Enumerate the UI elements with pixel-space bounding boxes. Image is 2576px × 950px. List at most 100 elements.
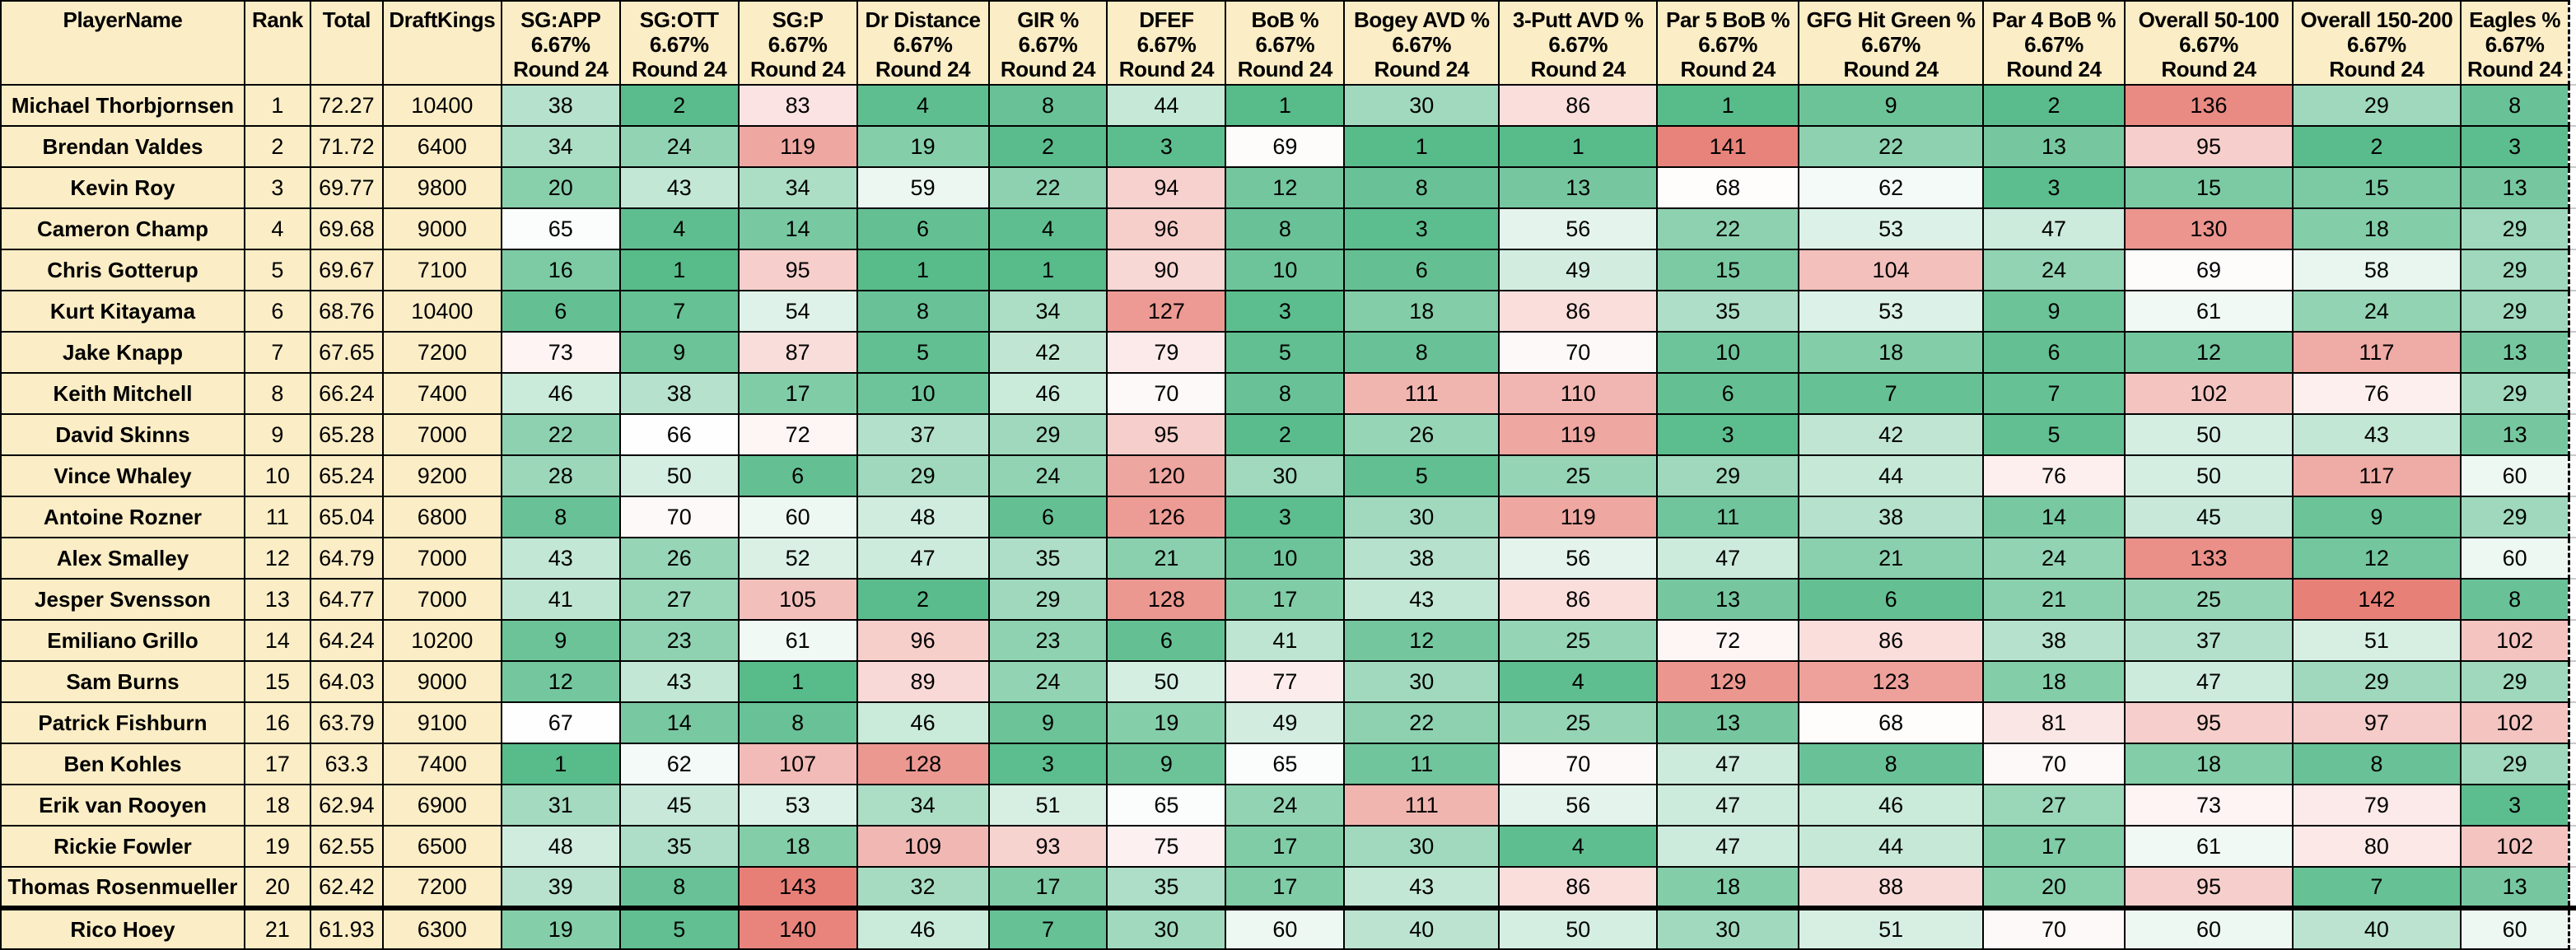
cell-dr_distance[interactable]: 1: [856, 249, 990, 291]
cell-draftkings[interactable]: 10200: [381, 619, 502, 662]
cell-par5_bob[interactable]: 3: [1656, 413, 1800, 456]
cell-playername[interactable]: David Skinns: [0, 413, 245, 456]
cell-sg_ott[interactable]: 4: [618, 207, 740, 250]
cell-dr_distance[interactable]: 2: [856, 578, 990, 621]
cell-gfg_hit_green[interactable]: 6: [1798, 578, 1985, 621]
cell-gir_pct[interactable]: 29: [987, 413, 1108, 456]
cell-putt3_avd[interactable]: 56: [1498, 207, 1659, 250]
cell-draftkings[interactable]: 7200: [381, 866, 502, 910]
cell-gfg_hit_green[interactable]: 86: [1798, 619, 1985, 662]
cell-rank[interactable]: 19: [243, 825, 311, 868]
cell-dr_distance[interactable]: 96: [856, 619, 990, 662]
cell-putt3_avd[interactable]: 86: [1498, 84, 1659, 127]
cell-dr_distance[interactable]: 109: [856, 825, 990, 868]
cell-par4_bob[interactable]: 13: [1982, 125, 2126, 168]
col-header-sg_ott[interactable]: SG:OTT 6.67% Round 24: [618, 0, 740, 86]
cell-par4_bob[interactable]: 81: [1982, 701, 2126, 744]
cell-gir_pct[interactable]: 8: [987, 84, 1108, 127]
cell-dfef[interactable]: 65: [1106, 784, 1227, 827]
col-header-dfef[interactable]: DFEF 6.67% Round 24: [1106, 0, 1227, 86]
cell-gfg_hit_green[interactable]: 7: [1798, 372, 1985, 415]
cell-sg_ott[interactable]: 50: [618, 454, 740, 497]
cell-bob_pct[interactable]: 69: [1225, 125, 1346, 168]
cell-sg_app[interactable]: 6: [500, 290, 621, 333]
cell-putt3_avd[interactable]: 110: [1498, 372, 1659, 415]
cell-bob_pct[interactable]: 17: [1225, 578, 1346, 621]
cell-par4_bob[interactable]: 7: [1982, 372, 2126, 415]
cell-sg_ott[interactable]: 26: [618, 537, 740, 580]
cell-bob_pct[interactable]: 3: [1225, 290, 1346, 333]
cell-sg_p[interactable]: 107: [737, 743, 858, 785]
cell-bob_pct[interactable]: 8: [1225, 372, 1346, 415]
cell-rank[interactable]: 13: [243, 578, 311, 621]
cell-gir_pct[interactable]: 7: [987, 907, 1108, 950]
cell-sg_ott[interactable]: 45: [618, 784, 740, 827]
cell-par5_bob[interactable]: 1: [1656, 84, 1800, 127]
cell-gir_pct[interactable]: 51: [987, 784, 1108, 827]
cell-gfg_hit_green[interactable]: 44: [1798, 825, 1985, 868]
cell-gir_pct[interactable]: 29: [987, 578, 1108, 621]
cell-par5_bob[interactable]: 47: [1656, 784, 1800, 827]
col-header-sg_p[interactable]: SG:P 6.67% Round 24: [737, 0, 858, 86]
cell-draftkings[interactable]: 9000: [381, 660, 502, 703]
cell-draftkings[interactable]: 10400: [381, 290, 502, 333]
cell-putt3_avd[interactable]: 50: [1498, 907, 1659, 950]
cell-playername[interactable]: Jake Knapp: [0, 331, 245, 374]
cell-gfg_hit_green[interactable]: 42: [1798, 413, 1985, 456]
cell-gfg_hit_green[interactable]: 21: [1798, 537, 1985, 580]
cell-overall_50_100[interactable]: 45: [2124, 496, 2294, 538]
cell-draftkings[interactable]: 7400: [381, 372, 502, 415]
cell-total[interactable]: 66.24: [309, 372, 384, 415]
cell-bob_pct[interactable]: 10: [1225, 249, 1346, 291]
col-header-gfg_hit_green[interactable]: GFG Hit Green % 6.67% Round 24: [1798, 0, 1985, 86]
cell-playername[interactable]: Ben Kohles: [0, 743, 245, 785]
cell-draftkings[interactable]: 6300: [381, 907, 502, 950]
cell-gir_pct[interactable]: 1: [987, 249, 1108, 291]
col-header-overall_50_100[interactable]: Overall 50-100 6.67% Round 24: [2124, 0, 2294, 86]
cell-sg_p[interactable]: 17: [737, 372, 858, 415]
cell-draftkings[interactable]: 7000: [381, 537, 502, 580]
cell-par5_bob[interactable]: 6: [1656, 372, 1800, 415]
cell-draftkings[interactable]: 9000: [381, 207, 502, 250]
cell-par4_bob[interactable]: 76: [1982, 454, 2126, 497]
cell-dfef[interactable]: 95: [1106, 413, 1227, 456]
cell-sg_ott[interactable]: 66: [618, 413, 740, 456]
cell-overall_150_200[interactable]: 29: [2291, 84, 2462, 127]
cell-gir_pct[interactable]: 46: [987, 372, 1108, 415]
cell-dr_distance[interactable]: 37: [856, 413, 990, 456]
cell-overall_50_100[interactable]: 95: [2124, 866, 2294, 910]
cell-total[interactable]: 71.72: [309, 125, 384, 168]
cell-sg_p[interactable]: 34: [737, 166, 858, 209]
cell-bogey_avd[interactable]: 1: [1343, 125, 1500, 168]
cell-putt3_avd[interactable]: 13: [1498, 166, 1659, 209]
cell-dfef[interactable]: 19: [1106, 701, 1227, 744]
cell-gir_pct[interactable]: 24: [987, 454, 1108, 497]
cell-sg_p[interactable]: 72: [737, 413, 858, 456]
cell-total[interactable]: 64.03: [309, 660, 384, 703]
cell-par5_bob[interactable]: 10: [1656, 331, 1800, 374]
cell-overall_50_100[interactable]: 102: [2124, 372, 2294, 415]
cell-sg_app[interactable]: 38: [500, 84, 621, 127]
cell-overall_50_100[interactable]: 61: [2124, 825, 2294, 868]
cell-overall_150_200[interactable]: 8: [2291, 743, 2462, 785]
cell-rank[interactable]: 4: [243, 207, 311, 250]
cell-sg_p[interactable]: 6: [737, 454, 858, 497]
cell-rank[interactable]: 8: [243, 372, 311, 415]
cell-total[interactable]: 63.79: [309, 701, 384, 744]
cell-draftkings[interactable]: 7000: [381, 413, 502, 456]
cell-bob_pct[interactable]: 2: [1225, 413, 1346, 456]
cell-draftkings[interactable]: 7200: [381, 331, 502, 374]
cell-rank[interactable]: 2: [243, 125, 311, 168]
cell-eagles_pct[interactable]: 29: [2459, 372, 2571, 415]
cell-bogey_avd[interactable]: 111: [1343, 372, 1500, 415]
cell-sg_app[interactable]: 41: [500, 578, 621, 621]
cell-sg_p[interactable]: 95: [737, 249, 858, 291]
cell-sg_ott[interactable]: 62: [618, 743, 740, 785]
cell-draftkings[interactable]: 6900: [381, 784, 502, 827]
cell-bogey_avd[interactable]: 26: [1343, 413, 1500, 456]
cell-gfg_hit_green[interactable]: 38: [1798, 496, 1985, 538]
cell-draftkings[interactable]: 10400: [381, 84, 502, 127]
cell-putt3_avd[interactable]: 25: [1498, 454, 1659, 497]
cell-sg_ott[interactable]: 2: [618, 84, 740, 127]
cell-putt3_avd[interactable]: 25: [1498, 619, 1659, 662]
